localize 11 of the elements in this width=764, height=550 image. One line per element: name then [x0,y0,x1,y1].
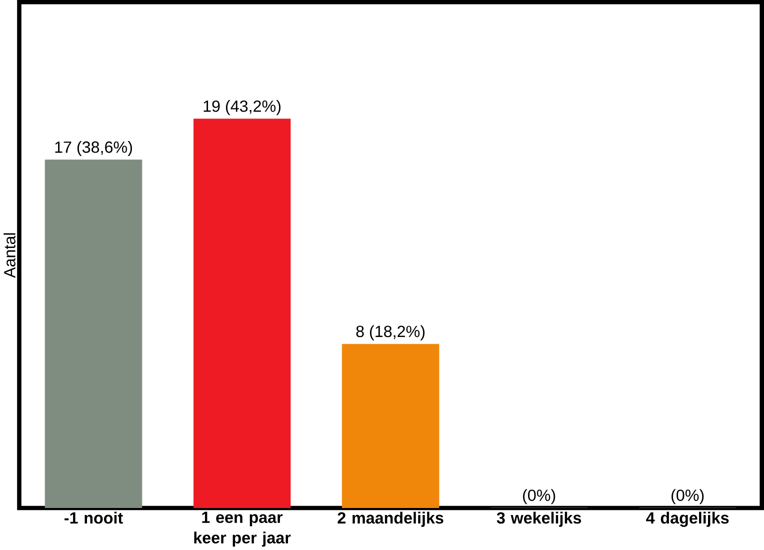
y-axis-title: Aantal [4,233,16,278]
x-tick-label: -1 nooit [64,512,123,524]
x-tick-label: 3 wekelijks [496,512,582,527]
data-label: 8 (18,2%) [356,325,425,340]
data-label: 17 (38,6%) [55,140,132,156]
data-label: (0%) [672,489,704,504]
data-label: (0%) [523,489,556,504]
data-label: 19 (43,2%) [204,100,280,115]
x-tick-label: 1 een paar keer per jaar [194,512,291,547]
x-tick-label: 2 maandelijks [338,512,444,527]
x-tick-label: 4 dagelijks [646,512,729,527]
